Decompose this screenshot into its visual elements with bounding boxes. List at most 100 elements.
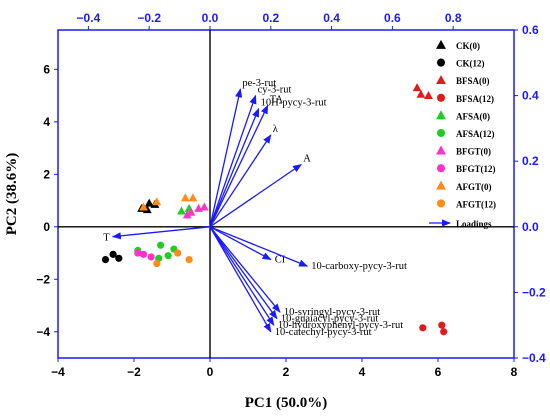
loading-vector xyxy=(209,226,309,267)
circle-point xyxy=(109,250,117,258)
legend-label: BFSA(12) xyxy=(456,94,494,104)
y-tick-label: −2 xyxy=(36,272,50,286)
circle-point xyxy=(157,241,165,249)
legend-label: Loadings xyxy=(456,219,492,229)
legend-label: AFSA(12) xyxy=(456,129,495,139)
loading-vector xyxy=(209,163,302,228)
top-tick-label: 0.8 xyxy=(445,11,462,25)
loading-label: 10-syringyl-pycy-3-rut xyxy=(284,307,380,318)
loading-label: cy-3-rut xyxy=(258,85,292,96)
triangle-point xyxy=(424,91,433,100)
legend-swatch xyxy=(436,110,446,120)
triangle-point xyxy=(188,193,198,202)
circle-point xyxy=(147,253,155,261)
legend-swatch xyxy=(436,75,446,85)
x-axis-title: PC1 (50.0%) xyxy=(245,395,328,411)
x-tick-label: −2 xyxy=(127,365,141,379)
loading-label: 10-hydroxyphenyl-pycy-3-rut xyxy=(278,320,403,331)
loading-label: pe-3-rut xyxy=(242,78,276,89)
loading-label: CI xyxy=(275,255,286,266)
top-tick-label: −0.2 xyxy=(137,11,161,25)
legend-swatch xyxy=(436,164,446,173)
loading-label: λ xyxy=(273,124,279,135)
circle-point xyxy=(101,256,110,264)
loading-vector xyxy=(209,104,269,228)
right-tick-label: −0.4 xyxy=(522,351,546,365)
loading-vector xyxy=(209,226,275,326)
triangle-point xyxy=(182,210,192,219)
legend-label: AFGT(0) xyxy=(456,182,492,192)
right-tick-label: −0.2 xyxy=(522,285,546,299)
triangle-point xyxy=(412,83,422,92)
y-tick-label: 4 xyxy=(43,115,50,129)
loading-label: 10-guaiacyl-pycy-3-rut xyxy=(281,314,378,325)
loading-vector xyxy=(209,226,281,313)
y-axis-title: PC2 (38.6%) xyxy=(4,153,20,236)
loading-label: TA xyxy=(270,94,284,105)
loading-label: 10-catechyl-pycy-3-rut xyxy=(275,327,372,338)
legend-swatch xyxy=(436,58,446,67)
circle-point xyxy=(174,249,182,257)
y-tick-label: −4 xyxy=(36,325,50,339)
circle-point xyxy=(134,249,142,257)
x-tick-label: 4 xyxy=(359,365,366,379)
legend-label: CK(12) xyxy=(456,59,485,69)
circle-point xyxy=(419,324,427,332)
legend-label: AFSA(0) xyxy=(456,111,490,121)
legend-swatch xyxy=(436,39,446,49)
right-tick-label: 0.6 xyxy=(522,23,539,37)
loading-vector xyxy=(209,134,272,228)
triangle-point xyxy=(139,202,148,211)
triangle-point xyxy=(142,205,152,214)
top-tick-label: 0.2 xyxy=(262,11,279,25)
loading-vector xyxy=(111,226,211,240)
triangle-point xyxy=(416,89,426,98)
loading-vector xyxy=(209,107,260,228)
triangle-point xyxy=(177,206,186,215)
top-tick-label: 0.6 xyxy=(384,11,401,25)
legend-swatch xyxy=(436,180,446,190)
loading-vector xyxy=(209,226,272,261)
y-tick-label: 0 xyxy=(43,220,50,234)
loading-vector xyxy=(209,88,243,227)
x-tick-label: 8 xyxy=(511,365,518,379)
circle-point xyxy=(115,254,123,262)
circle-point xyxy=(153,259,161,268)
triangle-point xyxy=(144,198,154,207)
legend-label: BFGT(12) xyxy=(456,164,496,174)
legend-label: BFGT(0) xyxy=(456,147,491,157)
right-tick-label: 0.4 xyxy=(522,89,539,103)
top-tick-label: 0.4 xyxy=(323,11,340,25)
loading-vector xyxy=(209,226,278,320)
y-tick-label: 2 xyxy=(43,167,50,181)
circle-point xyxy=(185,256,193,264)
circle-point xyxy=(164,252,172,260)
legend-swatch xyxy=(436,145,446,155)
legend-label: AFGT(12) xyxy=(456,199,496,209)
y-tick-label: 6 xyxy=(43,62,50,76)
x-tick-label: 0 xyxy=(207,365,214,379)
top-tick-label: 0.0 xyxy=(202,11,219,25)
triangle-point xyxy=(199,202,209,211)
legend-swatch xyxy=(436,93,446,102)
loading-vector xyxy=(209,226,272,333)
loading-label: 10-carboxy-pycy-3-rut xyxy=(311,261,407,272)
x-tick-label: 6 xyxy=(435,365,442,379)
top-tick-label: −0.4 xyxy=(77,11,101,25)
loading-vector xyxy=(209,94,257,228)
triangle-point xyxy=(152,197,162,206)
right-tick-label: 0.0 xyxy=(522,220,539,234)
circle-point xyxy=(139,250,148,258)
right-tick-label: 0.2 xyxy=(522,154,539,168)
legend-swatch xyxy=(436,128,446,138)
loading-label: A xyxy=(303,153,311,164)
loading-label: 10H-pycy-3-rut xyxy=(261,98,327,109)
triangle-point xyxy=(180,193,190,202)
legend-label: CK(0) xyxy=(456,41,480,51)
x-tick-label: −4 xyxy=(51,365,65,379)
legend-swatch xyxy=(436,199,446,208)
legend-label: BFSA(0) xyxy=(456,76,490,86)
loading-label: T xyxy=(103,233,110,244)
x-tick-label: 2 xyxy=(283,365,290,379)
